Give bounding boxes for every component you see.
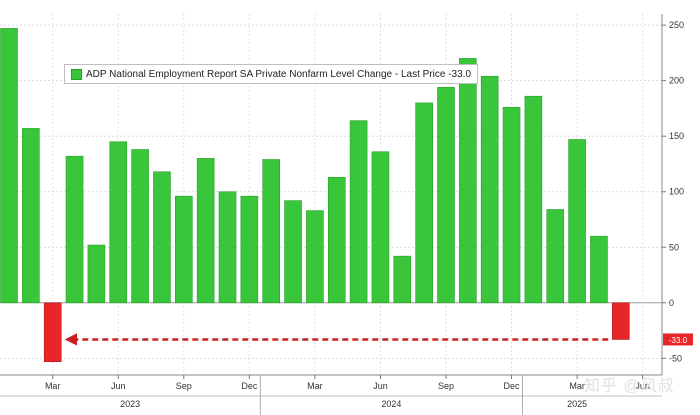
y-tick-label: 0 bbox=[669, 298, 674, 308]
last-value-tag-label: -33.0 bbox=[669, 336, 688, 345]
last-value-tag bbox=[663, 333, 693, 346]
legend-swatch bbox=[71, 68, 82, 80]
bar bbox=[109, 141, 128, 304]
x-tick-label: Jun bbox=[111, 381, 126, 391]
bar bbox=[196, 158, 215, 304]
x-tick-label: Mar bbox=[307, 381, 323, 391]
bar bbox=[568, 139, 586, 304]
bar bbox=[393, 255, 412, 304]
x-tick-label: Sep bbox=[438, 381, 454, 391]
x-tick-label: Mar bbox=[569, 381, 585, 391]
y-tick-label: -50 bbox=[669, 353, 682, 363]
bar bbox=[22, 128, 40, 304]
x-tick-label: Mar bbox=[45, 381, 61, 391]
bar bbox=[437, 87, 455, 304]
x-tick-label: Jun bbox=[635, 381, 650, 391]
bar bbox=[153, 171, 171, 304]
bar bbox=[415, 102, 433, 304]
bar bbox=[240, 195, 259, 304]
x-tick-label: Dec bbox=[241, 381, 258, 391]
y-tick-label: 250 bbox=[669, 20, 684, 30]
bar bbox=[480, 75, 499, 304]
bar bbox=[65, 155, 84, 304]
bar bbox=[0, 28, 18, 304]
watermark: 知乎 @风叔 bbox=[584, 378, 675, 395]
bar bbox=[524, 95, 543, 304]
x-tick-label: Sep bbox=[176, 381, 192, 391]
y-tick-label: 150 bbox=[669, 131, 684, 141]
year-label: 2023 bbox=[120, 399, 140, 409]
bar bbox=[349, 120, 368, 304]
bar bbox=[218, 191, 237, 304]
bar bbox=[590, 235, 608, 304]
bar bbox=[43, 302, 62, 362]
bar bbox=[327, 176, 346, 304]
legend-last-price: -33.0 bbox=[448, 68, 472, 80]
x-tick-label: Jun bbox=[373, 381, 388, 391]
axes: -50 0 50 100 150 200 250 Mar Jun Sep Dec Mar Jun Sep D… bbox=[0, 14, 693, 415]
legend: ADP National Employment Report SA Privat… bbox=[64, 64, 479, 84]
bar bbox=[371, 151, 390, 304]
bar bbox=[87, 244, 106, 304]
bar bbox=[306, 210, 324, 304]
bar bbox=[459, 58, 477, 304]
bar bbox=[131, 149, 149, 304]
legend-label: ADP National Employment Report SA Privat… bbox=[86, 68, 446, 80]
bars bbox=[0, 28, 630, 362]
x-tick-label: Dec bbox=[504, 381, 521, 391]
bar bbox=[175, 195, 193, 304]
bar bbox=[262, 159, 281, 304]
year-label: 2025 bbox=[567, 399, 587, 409]
y-tick-label: 100 bbox=[669, 187, 684, 197]
y-tick-label: 200 bbox=[669, 76, 684, 86]
bar bbox=[284, 200, 302, 304]
bar bbox=[502, 107, 521, 304]
y-tick-label: 50 bbox=[669, 242, 679, 252]
bar bbox=[546, 209, 565, 304]
bar bbox=[611, 302, 630, 340]
year-label: 2024 bbox=[381, 399, 401, 409]
